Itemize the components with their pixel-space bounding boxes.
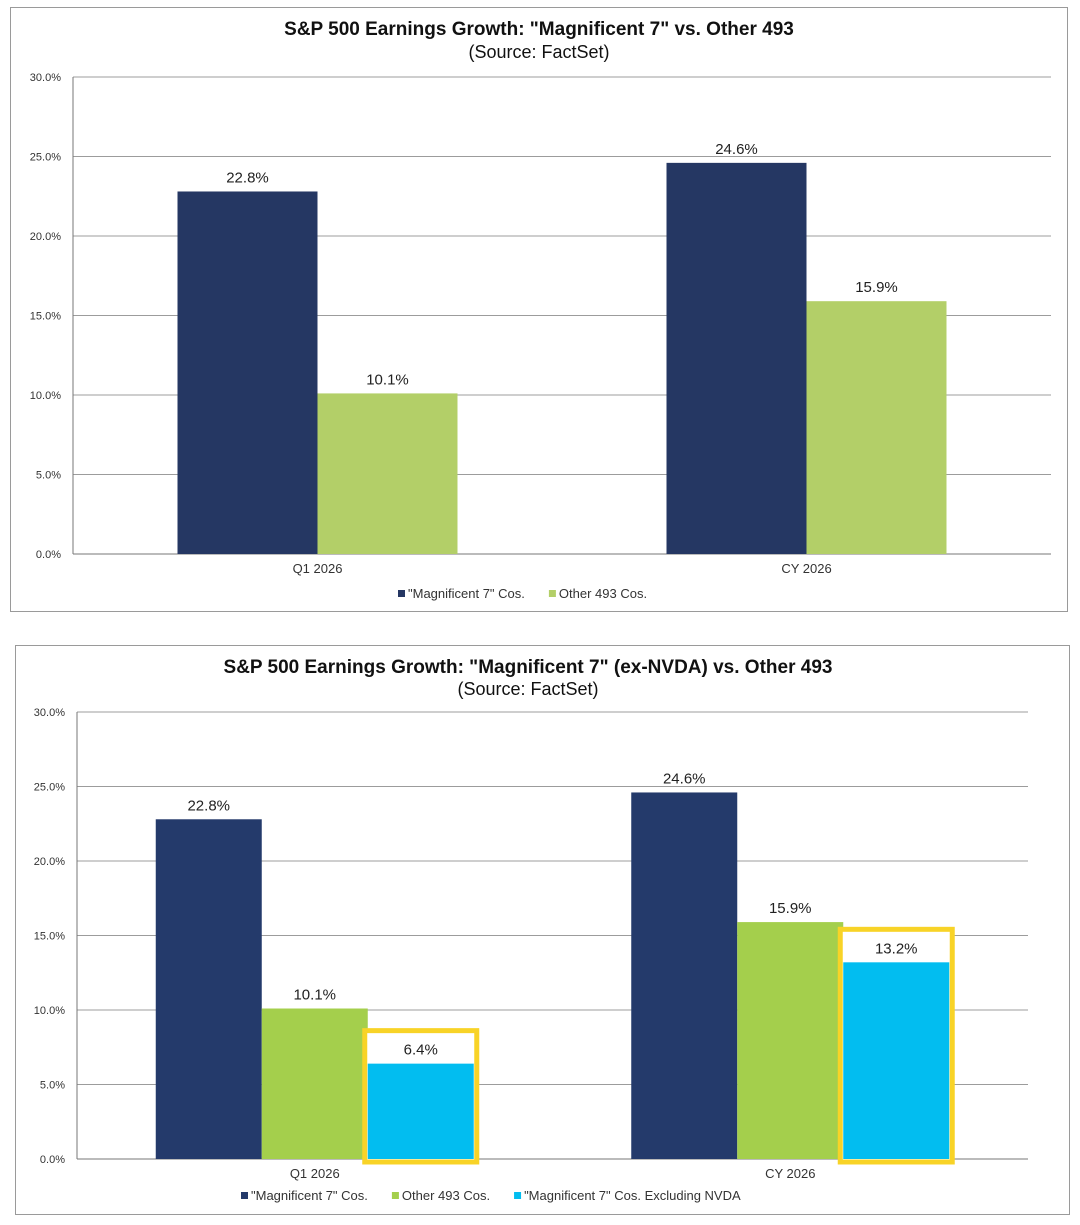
- data-label: 22.8%: [187, 797, 230, 814]
- data-label: 10.1%: [293, 987, 336, 1004]
- bar: [737, 922, 844, 1159]
- data-label: 24.6%: [715, 141, 758, 158]
- legend-swatch: [391, 1192, 399, 1199]
- y-tick-label: 5.0%: [40, 1080, 65, 1092]
- data-label: 13.2%: [875, 940, 918, 957]
- x-category-label: Q1 2026: [293, 561, 343, 576]
- y-tick-label: 30.0%: [30, 72, 61, 84]
- bar: [367, 1063, 474, 1159]
- data-label: 22.8%: [226, 169, 269, 186]
- legend-label: Other 493 Cos.: [559, 586, 647, 601]
- y-tick-label: 10.0%: [34, 1005, 65, 1017]
- data-label: 15.9%: [769, 900, 812, 917]
- bar: [666, 162, 807, 555]
- x-category-label: CY 2026: [781, 561, 831, 576]
- bar: [806, 301, 947, 554]
- chart-mag7-exnvda-vs-493: S&P 500 Earnings Growth: "Magnificent 7"…: [34, 657, 1028, 1203]
- legend-label: "Magnificent 7" Cos.: [251, 1188, 368, 1203]
- x-category-label: CY 2026: [765, 1166, 815, 1181]
- chart-subtitle: (Source: FactSet): [457, 679, 598, 699]
- y-tick-label: 5.0%: [36, 470, 61, 482]
- chart-panel-mag7-exnvda-vs-493: S&P 500 Earnings Growth: "Magnificent 7"…: [15, 645, 1070, 1215]
- chart-mag7-vs-493: S&P 500 Earnings Growth: "Magnificent 7"…: [30, 19, 1051, 601]
- bar: [155, 819, 262, 1159]
- y-tick-label: 15.0%: [30, 311, 61, 323]
- legend-swatch: [548, 590, 556, 597]
- legend-swatch: [514, 1192, 522, 1199]
- y-tick-label: 30.0%: [34, 707, 65, 719]
- y-tick-label: 25.0%: [30, 152, 61, 164]
- legend-label: Other 493 Cos.: [402, 1188, 490, 1203]
- data-label: 15.9%: [855, 279, 898, 296]
- y-tick-label: 15.0%: [34, 931, 65, 943]
- legend-label: "Magnificent 7" Cos.: [408, 586, 525, 601]
- y-tick-label: 0.0%: [36, 549, 61, 561]
- y-tick-label: 0.0%: [40, 1154, 65, 1166]
- y-tick-label: 20.0%: [34, 856, 65, 868]
- y-tick-label: 25.0%: [34, 782, 65, 794]
- bar: [631, 792, 738, 1159]
- legend-swatch: [241, 1192, 248, 1199]
- bar: [261, 1008, 368, 1159]
- y-tick-label: 10.0%: [30, 390, 61, 402]
- data-label: 10.1%: [366, 371, 409, 388]
- chart-title: S&P 500 Earnings Growth: "Magnificent 7"…: [284, 19, 794, 40]
- chart-panel-mag7-vs-493: S&P 500 Earnings Growth: "Magnificent 7"…: [10, 7, 1068, 612]
- legend-swatch: [398, 590, 405, 597]
- y-tick-label: 20.0%: [30, 231, 61, 243]
- chart-subtitle: (Source: FactSet): [468, 42, 609, 62]
- bar: [843, 962, 950, 1159]
- bar: [317, 393, 458, 554]
- chart-title: S&P 500 Earnings Growth: "Magnificent 7"…: [224, 657, 833, 678]
- x-category-label: Q1 2026: [290, 1166, 340, 1181]
- data-label: 6.4%: [404, 1042, 438, 1059]
- bar: [177, 191, 318, 555]
- data-label: 24.6%: [663, 770, 706, 787]
- legend-label: "Magnificent 7" Cos. Excluding NVDA: [524, 1188, 741, 1203]
